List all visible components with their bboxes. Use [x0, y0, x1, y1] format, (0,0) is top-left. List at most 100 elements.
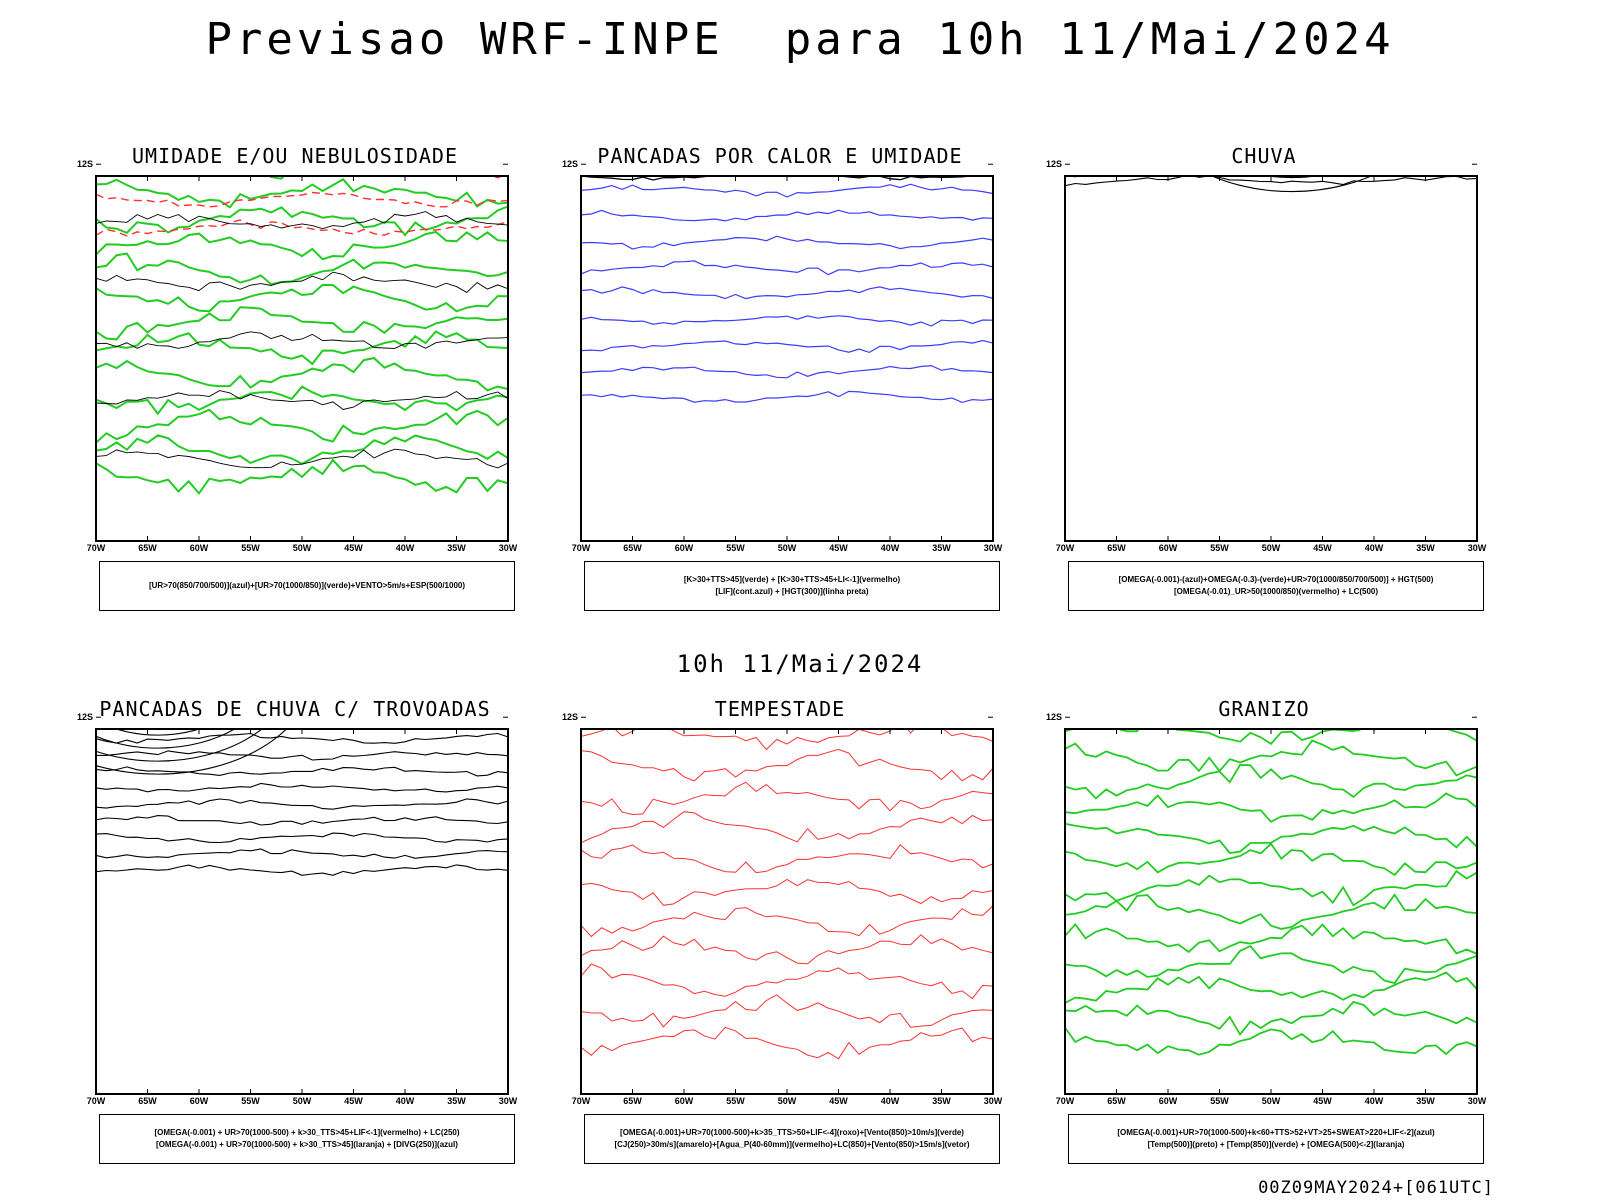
rain-red-area	[1165, 161, 1169, 165]
state-border	[296, 729, 354, 730]
lon-label: 40W	[396, 1096, 415, 1106]
rain-red-area	[1210, 144, 1218, 147]
streamline-250	[114, 729, 201, 736]
state-border	[781, 176, 839, 177]
panel-legend: [OMEGA(-0.001) + UR>70(1000-500) + k>30_…	[99, 1114, 515, 1164]
rain-red-area	[1349, 171, 1355, 175]
lc850-red-contour	[809, 697, 929, 698]
lon-label: 35W	[932, 543, 951, 553]
state-border	[627, 176, 629, 177]
lon-label: 60W	[190, 543, 209, 553]
rain-red-area	[1308, 170, 1314, 173]
map-pancadas-calor: 9680960096409560952094409360928092009120…	[562, 154, 1003, 553]
coastline	[914, 176, 916, 177]
state-border	[1111, 176, 1113, 177]
lc850-red-contour	[581, 729, 993, 751]
lon-label: 60W	[1159, 543, 1178, 553]
lc850-red-contour	[581, 748, 993, 782]
state-border	[364, 697, 400, 717]
legend-line: [OMEGA(-0.001)+UR>70(1000-500)+k<60+TTS>…	[1117, 1128, 1435, 1137]
contour-label: 573	[1379, 144, 1391, 149]
map-base	[586, 729, 916, 730]
streamline-250	[96, 729, 263, 762]
lon-label: 35W	[1416, 1096, 1435, 1106]
lifted-index-contour	[581, 390, 993, 404]
rain-red-area	[1344, 161, 1353, 166]
lon-label: 55W	[1210, 543, 1229, 553]
rain-red-area	[1195, 157, 1200, 162]
coastline	[914, 729, 916, 730]
lon-label: 45W	[344, 1096, 363, 1106]
state-border	[142, 176, 144, 177]
plot-bg	[581, 729, 993, 1094]
hgt300-contour	[581, 176, 978, 181]
humidity-green-contour	[96, 330, 508, 366]
state-border	[101, 176, 102, 177]
lon-label: 40W	[1365, 543, 1384, 553]
isobar	[96, 211, 508, 230]
lifted-index-contour	[581, 286, 993, 300]
plot-bg	[581, 176, 993, 541]
map-trovoadas: 12S15S18S21S24S27S30S33S36S39S42S70W65W6…	[77, 697, 518, 1106]
rain-red-area	[1472, 155, 1481, 157]
lon-label: 70W	[87, 1096, 106, 1106]
lc850-red-contour	[779, 697, 959, 718]
lat-label: 12S	[77, 159, 93, 169]
legend-line: [CJ(250)>30m/s](amarelo)+[Agua_P(40-60mm…	[614, 1140, 970, 1149]
lon-label: 70W	[87, 543, 106, 553]
temp850-green-contour	[1065, 792, 1477, 823]
lifted-index-contour	[581, 183, 993, 198]
panel-legend: [OMEGA(-0.001)-(azul)+OMEGA(-0.3)-(verde…	[1068, 561, 1484, 611]
lat-label: 12S	[1046, 712, 1062, 722]
streamline-250	[96, 832, 508, 844]
lc850-red-contour	[581, 697, 993, 721]
state-border	[364, 144, 400, 164]
temp850-green-contour	[1065, 1027, 1477, 1056]
rain-red-area	[1369, 168, 1376, 172]
panel-title: PANCADAS POR CALOR E UMIDADE	[597, 144, 963, 168]
lon-label: 30W	[1468, 1096, 1487, 1106]
rain-red-area	[1452, 160, 1457, 164]
main-title: Previsao WRF-INPE para 10h 11/Mai/2024	[205, 14, 1395, 65]
red-marks	[364, 161, 370, 164]
panel-title: CHUVA	[1231, 144, 1297, 168]
lifted-index-contour	[581, 260, 993, 276]
legend-line: [OMEGA(-0.001) + UR>70(1000-500) + k>30_…	[154, 1128, 460, 1137]
lon-label: 40W	[881, 1096, 900, 1106]
hgt300-contour	[581, 154, 993, 163]
lon-label: 55W	[1210, 1096, 1229, 1106]
coastline	[429, 729, 431, 730]
lon-label: 45W	[344, 543, 363, 553]
lifted-index-contour	[581, 315, 993, 327]
streamline-250	[96, 864, 508, 876]
map-tempestade: 40405012S15S18S21S24S27S30S33S36S39S42S7…	[562, 697, 1003, 1106]
state-border	[142, 729, 144, 730]
lon-label: 60W	[675, 543, 694, 553]
lon-label: 35W	[1416, 543, 1435, 553]
legend-line: [K>30+TTS>45](verde) + [K>30+TTS>45+LI<-…	[683, 575, 901, 584]
lon-label: 30W	[984, 543, 1003, 553]
lifted-index-contour	[581, 209, 993, 222]
lc850-red-contour	[581, 781, 993, 816]
panel-granizo: GRANIZO 12151821242712151821241212S15S18…	[1019, 697, 1509, 1177]
lon-label: 65W	[623, 1096, 642, 1106]
map-axes: 12S15S18S21S24S27S30S33S36S39S42S70W65W6…	[1046, 712, 1487, 1106]
map-overlay	[1070, 176, 1400, 177]
lon-label: 50W	[1262, 1096, 1281, 1106]
lc850-red-contour	[581, 811, 993, 844]
streamline-250	[96, 732, 508, 744]
streamline	[1065, 159, 1477, 170]
map-overlay	[1070, 729, 1400, 730]
map-axes: 12S15S18S21S24S27S30S33S36S39S42S70W65W6…	[77, 159, 518, 553]
coastline	[1398, 176, 1400, 177]
lon-label: 50W	[293, 543, 312, 553]
lc850-red-contour	[581, 878, 993, 906]
legend-line: [UR>70(850/700/500)](azul)+[UR>70(1000/8…	[148, 581, 466, 590]
legend-line: [OMEGA(-0.001)+UR>70(1000-500)+k>35_TTS>…	[620, 1128, 964, 1137]
map-fields: 1012101610161012102010121012101210161016…	[96, 161, 508, 541]
rain-red-area	[1436, 154, 1441, 156]
temp850-green-contour	[1065, 763, 1477, 800]
lon-label: 35W	[932, 1096, 951, 1106]
lon-label: 55W	[241, 1096, 260, 1106]
panel-title: TEMPESTADE	[714, 697, 846, 721]
